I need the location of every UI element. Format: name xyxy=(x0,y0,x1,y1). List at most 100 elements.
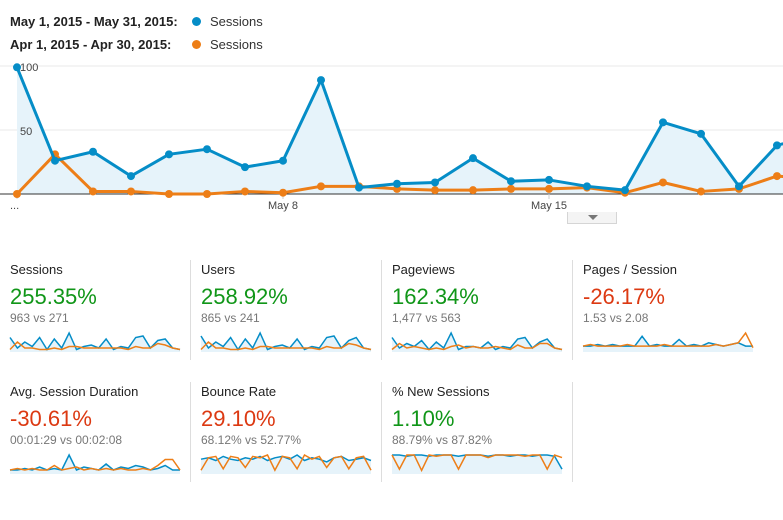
metric-title: Pages / Session xyxy=(583,262,677,277)
data-point-current xyxy=(203,145,211,154)
data-point-previous xyxy=(317,182,325,191)
metric-title: % New Sessions xyxy=(392,384,490,399)
metric-change-percent: 255.35% xyxy=(10,284,97,309)
legend-row-previous[interactable]: Apr 1, 2015 - Apr 30, 2015: Sessions xyxy=(10,33,263,56)
data-point-current xyxy=(89,147,97,156)
metric-sparkline xyxy=(200,453,372,474)
legend-color-marker xyxy=(192,17,201,26)
legend-metric-label: Sessions xyxy=(210,14,263,29)
data-point-current xyxy=(773,141,781,150)
data-point-current xyxy=(735,182,743,191)
metric-title: Pageviews xyxy=(392,262,455,277)
data-point-previous xyxy=(697,187,705,196)
metric-comparison: 1.53 vs 2.08 xyxy=(583,311,649,325)
data-point-current xyxy=(583,182,591,191)
sparkline-previous xyxy=(200,453,372,472)
sparkline-previous xyxy=(9,340,181,351)
data-point-previous xyxy=(165,190,173,198)
metric-card-new-sessions[interactable]: % New Sessions 1.10% 88.79% vs 87.82% xyxy=(391,382,573,482)
metric-comparison: 68.12% vs 52.77% xyxy=(201,433,302,447)
metric-title: Bounce Rate xyxy=(201,384,277,399)
data-point-current xyxy=(697,129,705,138)
y-tick-label: 100 xyxy=(20,62,38,74)
sparkline-previous xyxy=(9,458,181,471)
data-point-current xyxy=(469,154,477,163)
legend-date-range: Apr 1, 2015 - Apr 30, 2015: xyxy=(10,37,172,52)
metric-card-users[interactable]: Users 258.92% 865 vs 241 xyxy=(200,260,382,360)
data-point-previous xyxy=(545,184,553,193)
series-line-current xyxy=(15,66,783,192)
data-point-current xyxy=(165,150,173,159)
data-point-previous xyxy=(431,186,439,195)
legend-row-current[interactable]: May 1, 2015 - May 31, 2015: Sessions xyxy=(10,10,263,33)
chart-legend: May 1, 2015 - May 31, 2015: Sessions Apr… xyxy=(10,10,263,56)
sparkline-previous xyxy=(391,342,563,351)
metric-comparison: 00:01:29 vs 00:02:08 xyxy=(10,433,123,447)
metric-sparkline xyxy=(9,453,181,474)
metric-change-percent: -26.17% xyxy=(583,284,665,309)
sparkline-previous xyxy=(391,454,563,473)
data-point-current xyxy=(355,183,363,192)
sparkline-area xyxy=(201,455,371,474)
data-point-current xyxy=(127,172,135,181)
legend-metric-label: Sessions xyxy=(210,37,263,52)
data-point-current xyxy=(241,163,249,172)
sparkline-area xyxy=(10,455,180,474)
data-point-current xyxy=(13,63,21,72)
sparkline-previous xyxy=(582,331,754,349)
data-point-previous xyxy=(469,186,477,195)
metric-comparison: 963 vs 271 xyxy=(10,311,69,325)
metric-comparison: 1,477 vs 563 xyxy=(392,311,461,325)
data-point-previous xyxy=(659,178,667,187)
data-point-current xyxy=(621,186,629,195)
metric-comparison: 865 vs 241 xyxy=(201,311,260,325)
data-point-previous xyxy=(203,190,211,198)
series-line-previous xyxy=(15,152,783,196)
x-tick-label: May 8 xyxy=(268,200,298,212)
data-point-previous xyxy=(773,172,781,181)
data-point-current xyxy=(431,178,439,187)
metric-sparkline xyxy=(200,331,372,352)
metric-change-percent: 162.34% xyxy=(392,284,479,309)
sparkline-previous xyxy=(200,340,372,351)
metric-change-percent: 1.10% xyxy=(392,406,455,431)
metric-sparkline xyxy=(391,331,563,352)
metric-title: Users xyxy=(201,262,235,277)
metric-change-percent: 29.10% xyxy=(201,406,276,431)
data-point-current xyxy=(317,76,325,85)
data-point-current xyxy=(393,179,401,188)
data-point-current xyxy=(51,156,59,165)
data-point-previous xyxy=(127,187,135,196)
data-point-current xyxy=(545,175,553,184)
data-point-previous xyxy=(241,187,249,196)
metric-title: Sessions xyxy=(10,262,63,277)
metric-sparkline xyxy=(391,454,563,474)
metric-title: Avg. Session Duration xyxy=(10,384,139,399)
metric-card-sessions[interactable]: Sessions 255.35% 963 vs 271 xyxy=(9,260,191,360)
metric-card-avg-session-duration[interactable]: Avg. Session Duration -30.61% 00:01:29 v… xyxy=(9,382,191,482)
sparkline-area xyxy=(583,336,753,352)
sessions-line-chart[interactable]: 100 50... May 8 May 15 xyxy=(0,58,783,226)
data-point-previous xyxy=(89,187,97,196)
data-point-previous xyxy=(13,190,21,198)
metric-card-pages-per-session[interactable]: Pages / Session -26.17% 1.53 vs 2.08 xyxy=(582,260,763,360)
metric-card-pageviews[interactable]: Pageviews 162.34% 1,477 vs 563 xyxy=(391,260,573,360)
metric-comparison: 88.79% vs 87.82% xyxy=(392,433,493,447)
metric-sparkline xyxy=(9,331,181,352)
metric-change-percent: 258.92% xyxy=(201,284,288,309)
legend-date-range: May 1, 2015 - May 31, 2015: xyxy=(10,14,178,29)
metric-sparkline xyxy=(582,331,754,352)
chart-expand-handle[interactable] xyxy=(567,212,617,224)
series-area-current xyxy=(17,67,783,194)
data-point-previous xyxy=(279,188,287,197)
metric-card-bounce-rate[interactable]: Bounce Rate 29.10% 68.12% vs 52.77% xyxy=(200,382,382,482)
data-point-current xyxy=(507,177,515,186)
data-point-current xyxy=(659,118,667,127)
legend-color-marker xyxy=(192,40,201,49)
data-point-previous xyxy=(507,184,515,193)
sparkline-area xyxy=(392,333,562,352)
chevron-down-icon xyxy=(588,215,598,220)
metric-change-percent: -30.61% xyxy=(10,406,92,431)
x-tick-label: ... xyxy=(10,200,19,212)
x-tick-label: May 15 xyxy=(531,200,567,212)
